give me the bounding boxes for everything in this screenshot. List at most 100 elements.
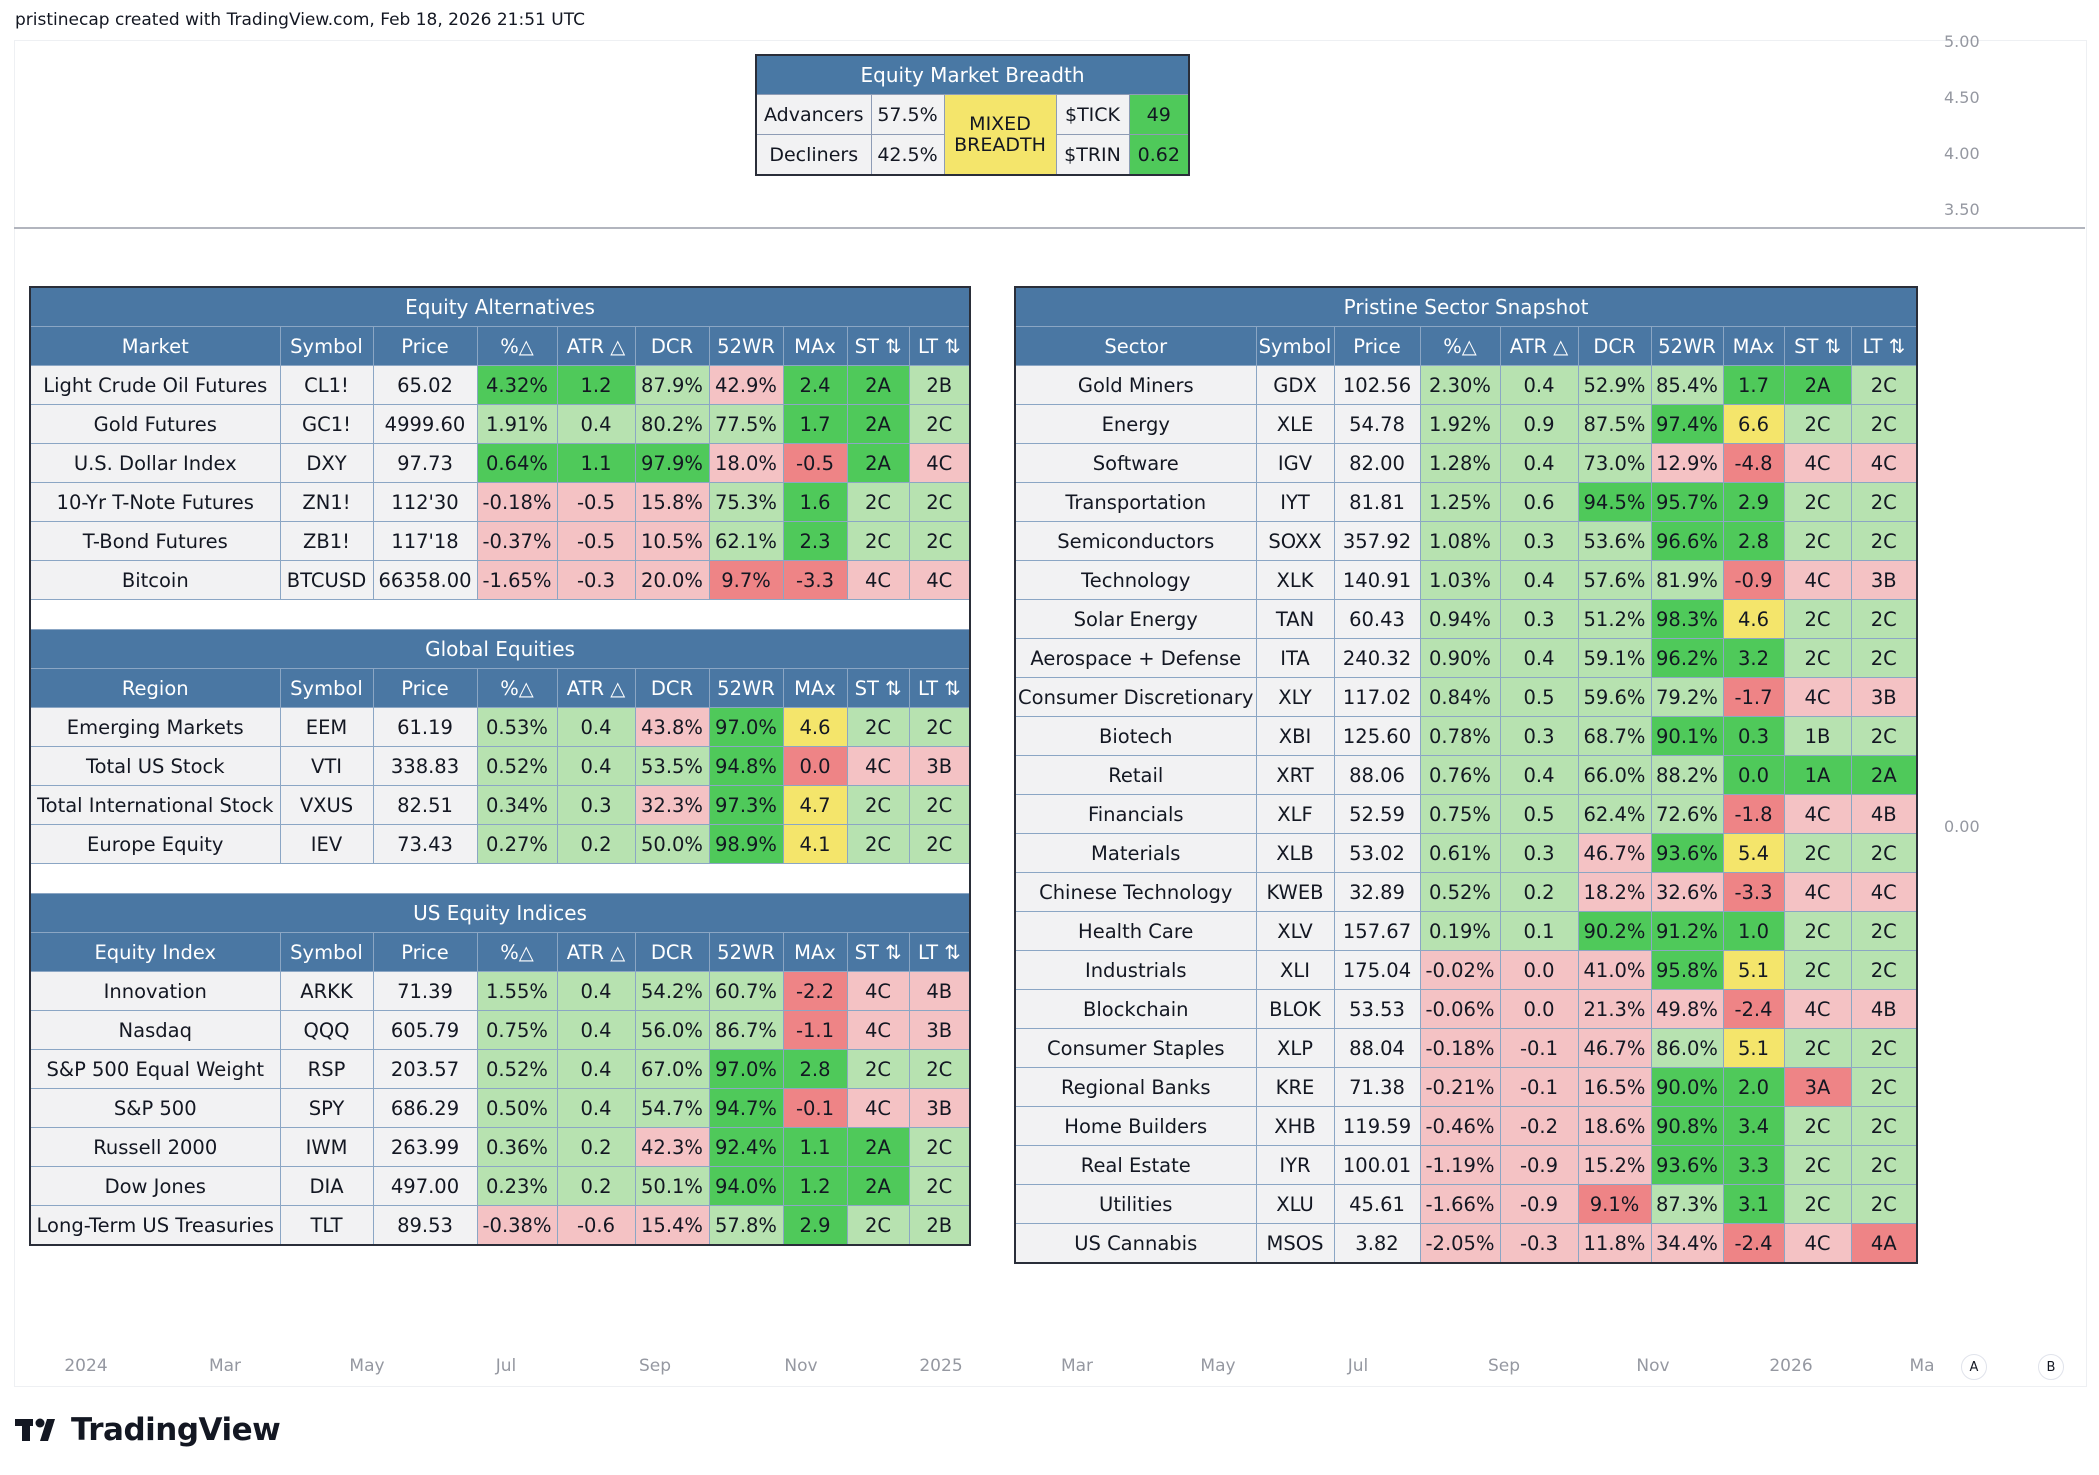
chart-attribution: pristinecap created with TradingView.com… [15,10,585,30]
table-row: Light Crude Oil Futures CL1! 65.02 4.32% 1.2… [29,365,971,405]
column-header[interactable]: Price [372,668,478,708]
column-header[interactable]: ST ⇅ [846,668,910,708]
cell-symbol: ITA [1255,638,1335,678]
tradingview-logo[interactable]: TradingView [15,1412,281,1448]
cell-symbol: XLK [1255,560,1335,600]
cell-price: 82.00 [1333,443,1421,483]
cell-name: Solar Energy [1014,599,1257,639]
column-header[interactable]: MAx [782,932,848,972]
cell-lt: 3B [908,1010,971,1050]
cell-52wr: 86.7% [708,1010,784,1050]
column-header[interactable]: Symbol [279,668,374,708]
cell-st: 2C [846,785,910,825]
trin-label: $TRIN [1055,134,1130,176]
cell-max: -2.4 [1722,1223,1785,1264]
table-row: Solar Energy TAN 60.43 0.94% 0.3 51.2% 98.3% 4.… [1014,599,1918,639]
cell-dcr: 52.9% [1577,365,1652,405]
column-header[interactable]: DCR [634,326,710,366]
column-header[interactable]: MAx [782,326,848,366]
cell-52wr: 18.0% [708,443,784,483]
breadth-status: MIXED BREADTH [943,94,1057,176]
cell-pct-change: 1.03% [1419,560,1501,600]
cell-name: Total US Stock [29,746,281,786]
cell-pct-change: -1.66% [1419,1184,1501,1224]
time-axis-label: 2025 [919,1356,963,1376]
cell-atr-change: 0.4 [1499,638,1579,678]
column-header[interactable]: ST ⇅ [1783,326,1852,366]
table-title: Equity Alternatives [29,286,971,327]
column-header[interactable]: Symbol [1255,326,1335,366]
cell-symbol: SPY [279,1088,374,1128]
column-header[interactable]: %△ [476,326,558,366]
column-header[interactable]: %△ [1419,326,1501,366]
cell-52wr: 98.3% [1650,599,1724,639]
column-header[interactable]: DCR [634,668,710,708]
column-header[interactable]: LT ⇅ [1850,326,1918,366]
column-header[interactable]: Symbol [279,326,374,366]
column-header[interactable]: LT ⇅ [908,668,971,708]
cell-name: Software [1014,443,1257,483]
column-header[interactable]: ST ⇅ [846,932,910,972]
cell-price: 71.39 [372,971,478,1011]
column-header[interactable]: %△ [476,668,558,708]
column-header[interactable]: Equity Index [29,932,281,972]
cell-pct-change: 0.34% [476,785,558,825]
cell-symbol: DXY [279,443,374,483]
log-scale-button[interactable]: B [2038,1354,2064,1380]
table-row: Emerging Markets EEM 61.19 0.53% 0.4 43.8% 97.… [29,707,971,747]
column-header[interactable]: LT ⇅ [908,326,971,366]
column-header[interactable]: 52WR [708,326,784,366]
cell-symbol: BLOK [1255,989,1335,1029]
cell-st: 2C [1783,911,1852,951]
cell-pct-change: 0.53% [476,707,558,747]
time-axis-label: Jul [495,1356,517,1376]
column-header[interactable]: ATR △ [556,932,636,972]
column-header[interactable]: MAx [1722,326,1785,366]
column-header[interactable]: Symbol [279,932,374,972]
column-header[interactable]: 52WR [708,668,784,708]
cell-name: Gold Miners [1014,365,1257,405]
column-header[interactable]: ATR △ [1499,326,1579,366]
cell-lt: 2C [1850,1067,1918,1107]
cell-52wr: 42.9% [708,365,784,405]
price-scale-label: 5.00 [1944,32,1980,51]
column-header[interactable]: ST ⇅ [846,326,910,366]
price-scale-label: 4.50 [1944,88,1980,107]
column-header[interactable]: 52WR [708,932,784,972]
cell-52wr: 96.2% [1650,638,1724,678]
cell-atr-change: -0.1 [1499,1067,1579,1107]
column-header[interactable]: Region [29,668,281,708]
column-header[interactable]: LT ⇅ [908,932,971,972]
column-header[interactable]: MAx [782,668,848,708]
column-header[interactable]: DCR [634,932,710,972]
cell-pct-change: 1.08% [1419,521,1501,561]
cell-st: 4C [1783,560,1852,600]
cell-max: 6.6 [1722,404,1785,444]
auto-scale-button[interactable]: A [1961,1354,1987,1380]
cell-symbol: MSOS [1255,1223,1335,1264]
cell-lt: 2C [1850,911,1918,951]
chart-area[interactable] [14,40,2087,1387]
column-header[interactable]: Price [1333,326,1421,366]
column-header[interactable]: 52WR [1650,326,1724,366]
cell-pct-change: 1.55% [476,971,558,1011]
cell-max: 1.1 [782,1127,848,1167]
pane-divider[interactable] [14,227,2085,229]
column-header[interactable]: Market [29,326,281,366]
column-header[interactable]: Price [372,326,478,366]
cell-atr-change: 0.3 [1499,599,1579,639]
column-header[interactable]: ATR △ [556,326,636,366]
cell-max: 1.0 [1722,911,1785,951]
column-header[interactable]: ATR △ [556,668,636,708]
cell-atr-change: 0.3 [556,785,636,825]
time-axis-label: 2024 [64,1356,108,1376]
cell-name: Light Crude Oil Futures [29,365,281,405]
column-header[interactable]: Sector [1014,326,1257,366]
column-header[interactable]: DCR [1577,326,1652,366]
cell-dcr: 66.0% [1577,755,1652,795]
cell-name: Gold Futures [29,404,281,444]
spacer-cell [29,863,971,894]
column-header[interactable]: Price [372,932,478,972]
cell-max: 1.2 [782,1166,848,1206]
column-header[interactable]: %△ [476,932,558,972]
